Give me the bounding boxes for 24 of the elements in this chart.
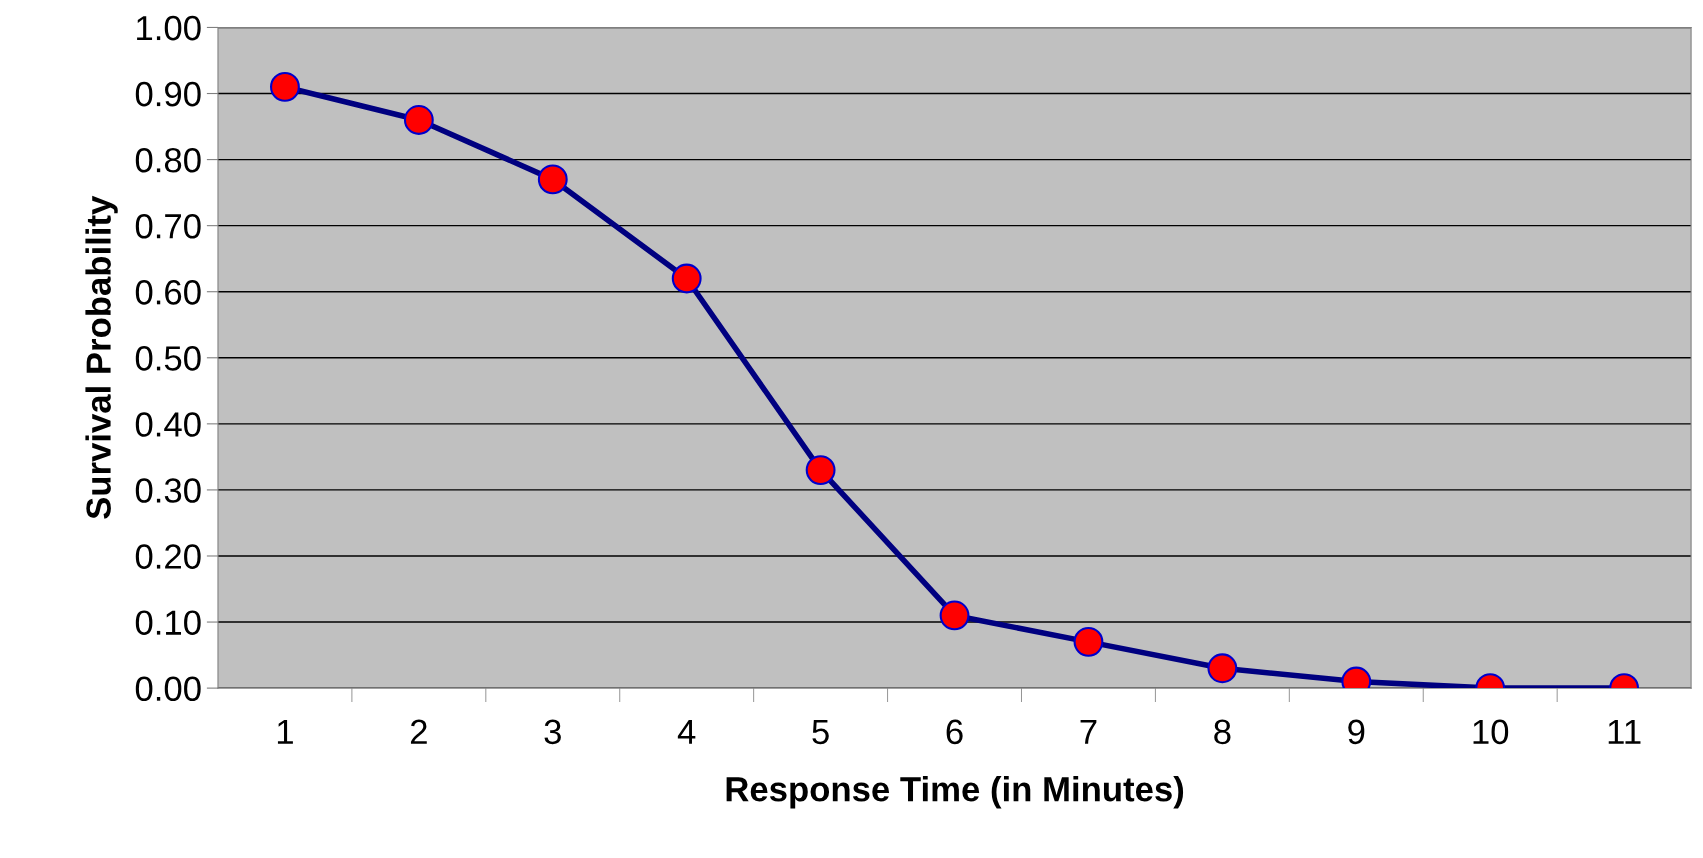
y-tick-label: 0.90 [135,81,201,107]
x-tick-label: 9 [1348,719,1365,745]
y-tick-label: 0.80 [135,147,201,173]
x-tick-label: 7 [1080,719,1097,744]
x-tick-label: 5 [812,719,829,745]
y-tick-label: 0.20 [135,544,201,569]
y-tick-label: 0.00 [135,676,201,702]
x-tick-label: 6 [946,719,963,745]
y-tick-label: 0.10 [135,610,201,635]
y-tick-label: 0.40 [135,412,201,437]
x-tick-label: 11 [1608,719,1641,744]
x-tick-label: 2 [410,719,427,744]
y-axis-title: Survival Probability [85,195,118,519]
x-tick-label: 3 [544,719,561,745]
y-tick-label: 0.60 [135,280,201,305]
y-tick-label: 0.30 [135,478,201,503]
x-tick-label: 4 [677,719,696,744]
y-tick-label: 0.70 [135,213,201,239]
y-tick-label: 1.00 [137,15,201,41]
x-tick-label: 8 [1214,719,1231,745]
x-tick-label: 10 [1473,719,1509,745]
x-axis-title: Response Time (in Minutes) [726,776,1184,809]
x-tick-label: 1 [277,719,293,744]
y-tick-label: 0.50 [135,346,201,371]
